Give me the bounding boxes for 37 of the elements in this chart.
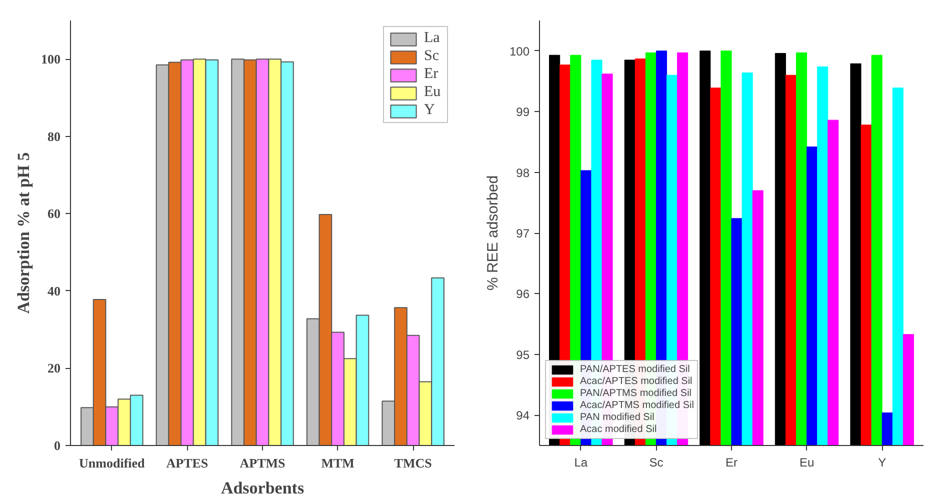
legend-label: Sc <box>424 48 440 65</box>
y-tick-label: 98 <box>516 166 530 180</box>
legend-label: Acac/APTES modified Sil <box>580 376 692 387</box>
y-axis-title: % REE adsorbed <box>484 175 502 291</box>
x-tick-label: Eu <box>799 456 814 470</box>
y-tick-label: 20 <box>48 360 60 376</box>
legend-label: Er <box>424 66 440 83</box>
y-tick-label: 40 <box>48 283 60 298</box>
x-tick-label: APTMS <box>240 456 286 470</box>
legend-label: Eu <box>424 84 442 101</box>
y-tick-label: 95 <box>516 348 530 362</box>
legend-label: Acac/APTMS modified Sil <box>580 400 694 411</box>
y-tick-label: 100 <box>509 44 530 58</box>
x-tick-label: MTM <box>321 456 354 470</box>
y-tick-label: 94 <box>516 408 530 423</box>
y-tick-label: 97 <box>516 226 530 240</box>
y-tick-label: 100 <box>41 52 60 67</box>
y-tick-label: 96 <box>516 287 530 302</box>
x-tick-label: APTES <box>166 456 208 470</box>
legend-label: Acac modified Sil <box>580 424 657 435</box>
x-tick-label: TMCS <box>394 456 432 470</box>
y-tick-label: 0 <box>54 438 60 453</box>
legend-label: PAN modified Sil <box>580 412 654 423</box>
x-tick-label: Sc <box>649 456 664 470</box>
x-tick-label: Y <box>878 456 886 470</box>
legend-label: PAN/APTMS modified Sil <box>580 388 692 399</box>
legend-label: Y <box>424 102 436 119</box>
y-tick-label: 60 <box>48 206 60 222</box>
x-tick-label: La <box>574 456 588 470</box>
x-tick-label: Unmodified <box>79 456 146 470</box>
x-tick-label: Er <box>726 456 738 470</box>
y-tick-label: 99 <box>516 105 530 120</box>
y-axis-title: Adsorption % at pH 5 <box>14 152 33 314</box>
x-axis-title: Adsorbents <box>220 478 304 498</box>
legend-label: PAN/APTES modified Sil <box>580 364 690 375</box>
legend-label: La <box>424 30 441 47</box>
y-tick-label: 80 <box>48 128 60 144</box>
